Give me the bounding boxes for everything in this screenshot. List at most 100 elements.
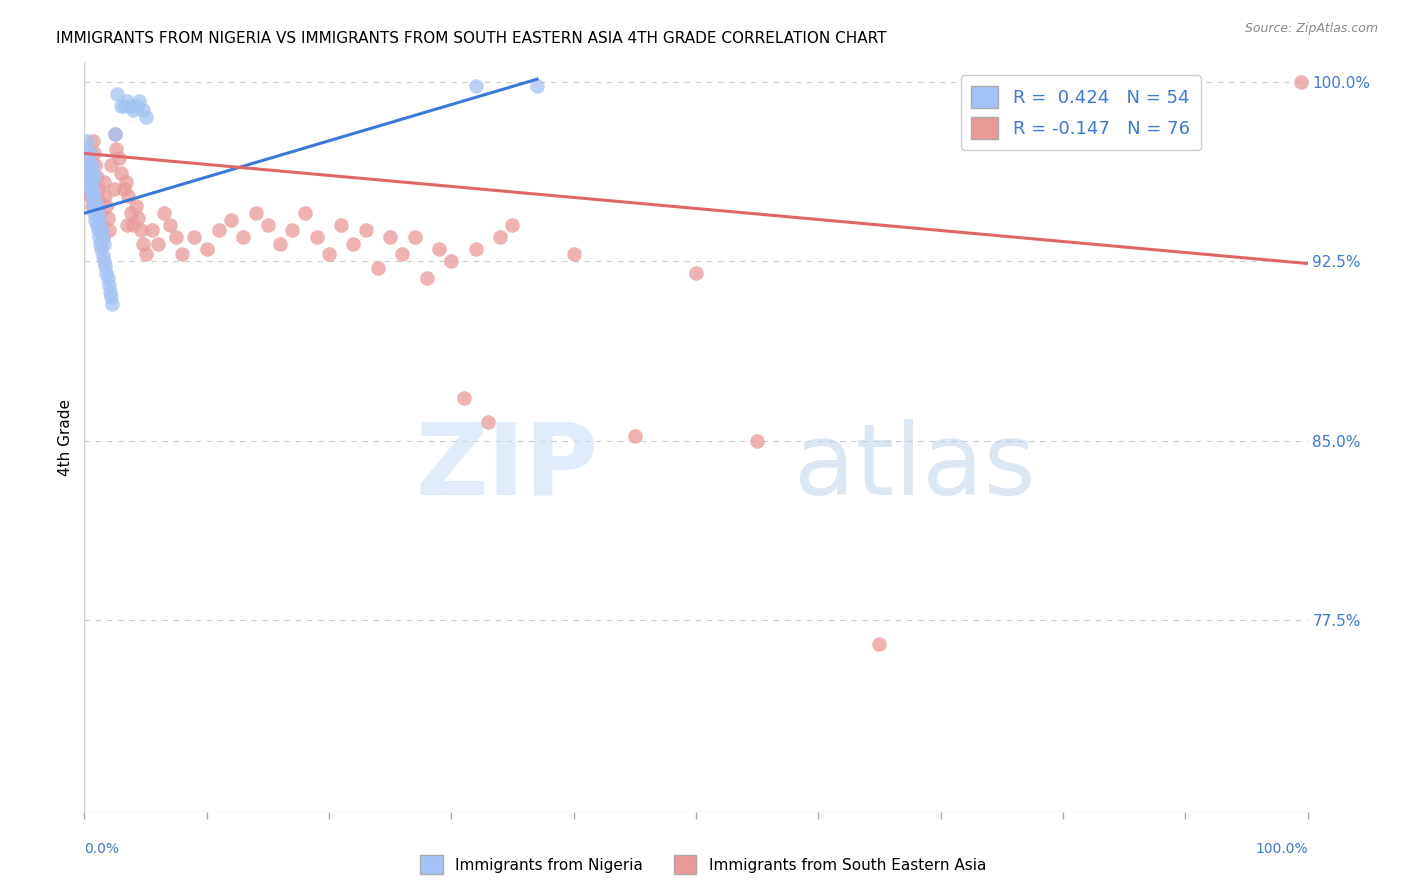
Text: 100.0%: 100.0% bbox=[1256, 842, 1308, 855]
Text: ZIP: ZIP bbox=[415, 418, 598, 516]
Point bbox=[128, 94, 150, 108]
Point bbox=[97, 211, 120, 225]
Point bbox=[93, 254, 115, 268]
Point bbox=[195, 242, 218, 256]
Point bbox=[87, 211, 110, 225]
Point bbox=[97, 278, 120, 293]
Point bbox=[77, 151, 100, 165]
Point bbox=[86, 218, 108, 232]
Point bbox=[624, 429, 647, 443]
Point bbox=[129, 223, 152, 237]
Point bbox=[77, 182, 100, 196]
Point bbox=[75, 142, 97, 156]
Point bbox=[354, 223, 377, 237]
Point bbox=[232, 230, 254, 244]
Point bbox=[82, 199, 104, 213]
Point bbox=[93, 175, 115, 189]
Point bbox=[97, 223, 120, 237]
Point bbox=[153, 206, 176, 220]
Point bbox=[502, 218, 524, 232]
Point bbox=[89, 206, 111, 220]
Point bbox=[100, 290, 122, 304]
Point bbox=[1291, 74, 1313, 88]
Point bbox=[135, 111, 157, 125]
Text: Source: ZipAtlas.com: Source: ZipAtlas.com bbox=[1244, 22, 1378, 36]
Point bbox=[89, 237, 111, 252]
Point bbox=[90, 242, 112, 256]
Point bbox=[135, 247, 157, 261]
Point bbox=[110, 165, 132, 179]
Point bbox=[269, 237, 291, 252]
Point bbox=[104, 128, 127, 142]
Point bbox=[122, 218, 145, 232]
Point bbox=[464, 79, 486, 94]
Point bbox=[83, 146, 105, 161]
Point bbox=[330, 218, 353, 232]
Point bbox=[562, 247, 585, 261]
Point bbox=[80, 199, 103, 213]
Point bbox=[84, 158, 107, 172]
Y-axis label: 4th Grade: 4th Grade bbox=[58, 399, 73, 475]
Point bbox=[132, 103, 155, 118]
Text: atlas: atlas bbox=[794, 418, 1035, 516]
Point bbox=[96, 199, 118, 213]
Point bbox=[98, 285, 121, 300]
Point bbox=[416, 271, 439, 285]
Point bbox=[120, 98, 142, 112]
Point bbox=[112, 98, 135, 112]
Point bbox=[110, 98, 132, 112]
Point bbox=[391, 247, 413, 261]
Point bbox=[120, 206, 142, 220]
Point bbox=[87, 206, 110, 220]
Point bbox=[172, 247, 194, 261]
Point bbox=[94, 189, 117, 203]
Point bbox=[115, 218, 138, 232]
Point bbox=[294, 206, 316, 220]
Point bbox=[105, 87, 128, 101]
Point bbox=[87, 223, 110, 237]
Point bbox=[125, 98, 148, 112]
Point bbox=[367, 261, 389, 276]
Point bbox=[453, 391, 475, 405]
Point bbox=[257, 218, 280, 232]
Point bbox=[141, 223, 163, 237]
Point bbox=[79, 146, 101, 161]
Text: IMMIGRANTS FROM NIGERIA VS IMMIGRANTS FROM SOUTH EASTERN ASIA 4TH GRADE CORRELAT: IMMIGRANTS FROM NIGERIA VS IMMIGRANTS FR… bbox=[56, 31, 887, 46]
Point bbox=[112, 182, 135, 196]
Point bbox=[146, 237, 169, 252]
Point bbox=[90, 218, 112, 232]
Point bbox=[115, 94, 138, 108]
Point bbox=[105, 142, 128, 156]
Point bbox=[86, 199, 108, 213]
Legend: Immigrants from Nigeria, Immigrants from South Eastern Asia: Immigrants from Nigeria, Immigrants from… bbox=[413, 849, 993, 880]
Point bbox=[380, 230, 402, 244]
Point bbox=[82, 135, 104, 149]
Point bbox=[104, 128, 127, 142]
Point bbox=[77, 175, 100, 189]
Point bbox=[80, 158, 103, 172]
Point bbox=[526, 79, 548, 94]
Point bbox=[127, 211, 149, 225]
Point bbox=[75, 151, 97, 165]
Point bbox=[93, 237, 115, 252]
Point bbox=[86, 170, 108, 185]
Point bbox=[97, 271, 120, 285]
Point bbox=[685, 266, 707, 280]
Point bbox=[219, 213, 242, 227]
Point bbox=[77, 175, 100, 189]
Point bbox=[91, 230, 114, 244]
Point bbox=[80, 189, 103, 203]
Point bbox=[83, 170, 105, 185]
Point bbox=[87, 194, 110, 209]
Point bbox=[183, 230, 205, 244]
Point bbox=[869, 637, 891, 651]
Point bbox=[305, 230, 328, 244]
Point bbox=[82, 165, 104, 179]
Point bbox=[101, 297, 124, 311]
Point bbox=[103, 182, 125, 196]
Point bbox=[464, 242, 486, 256]
Point bbox=[100, 158, 122, 172]
Point bbox=[440, 254, 463, 268]
Point bbox=[76, 135, 98, 149]
Point bbox=[477, 415, 499, 429]
